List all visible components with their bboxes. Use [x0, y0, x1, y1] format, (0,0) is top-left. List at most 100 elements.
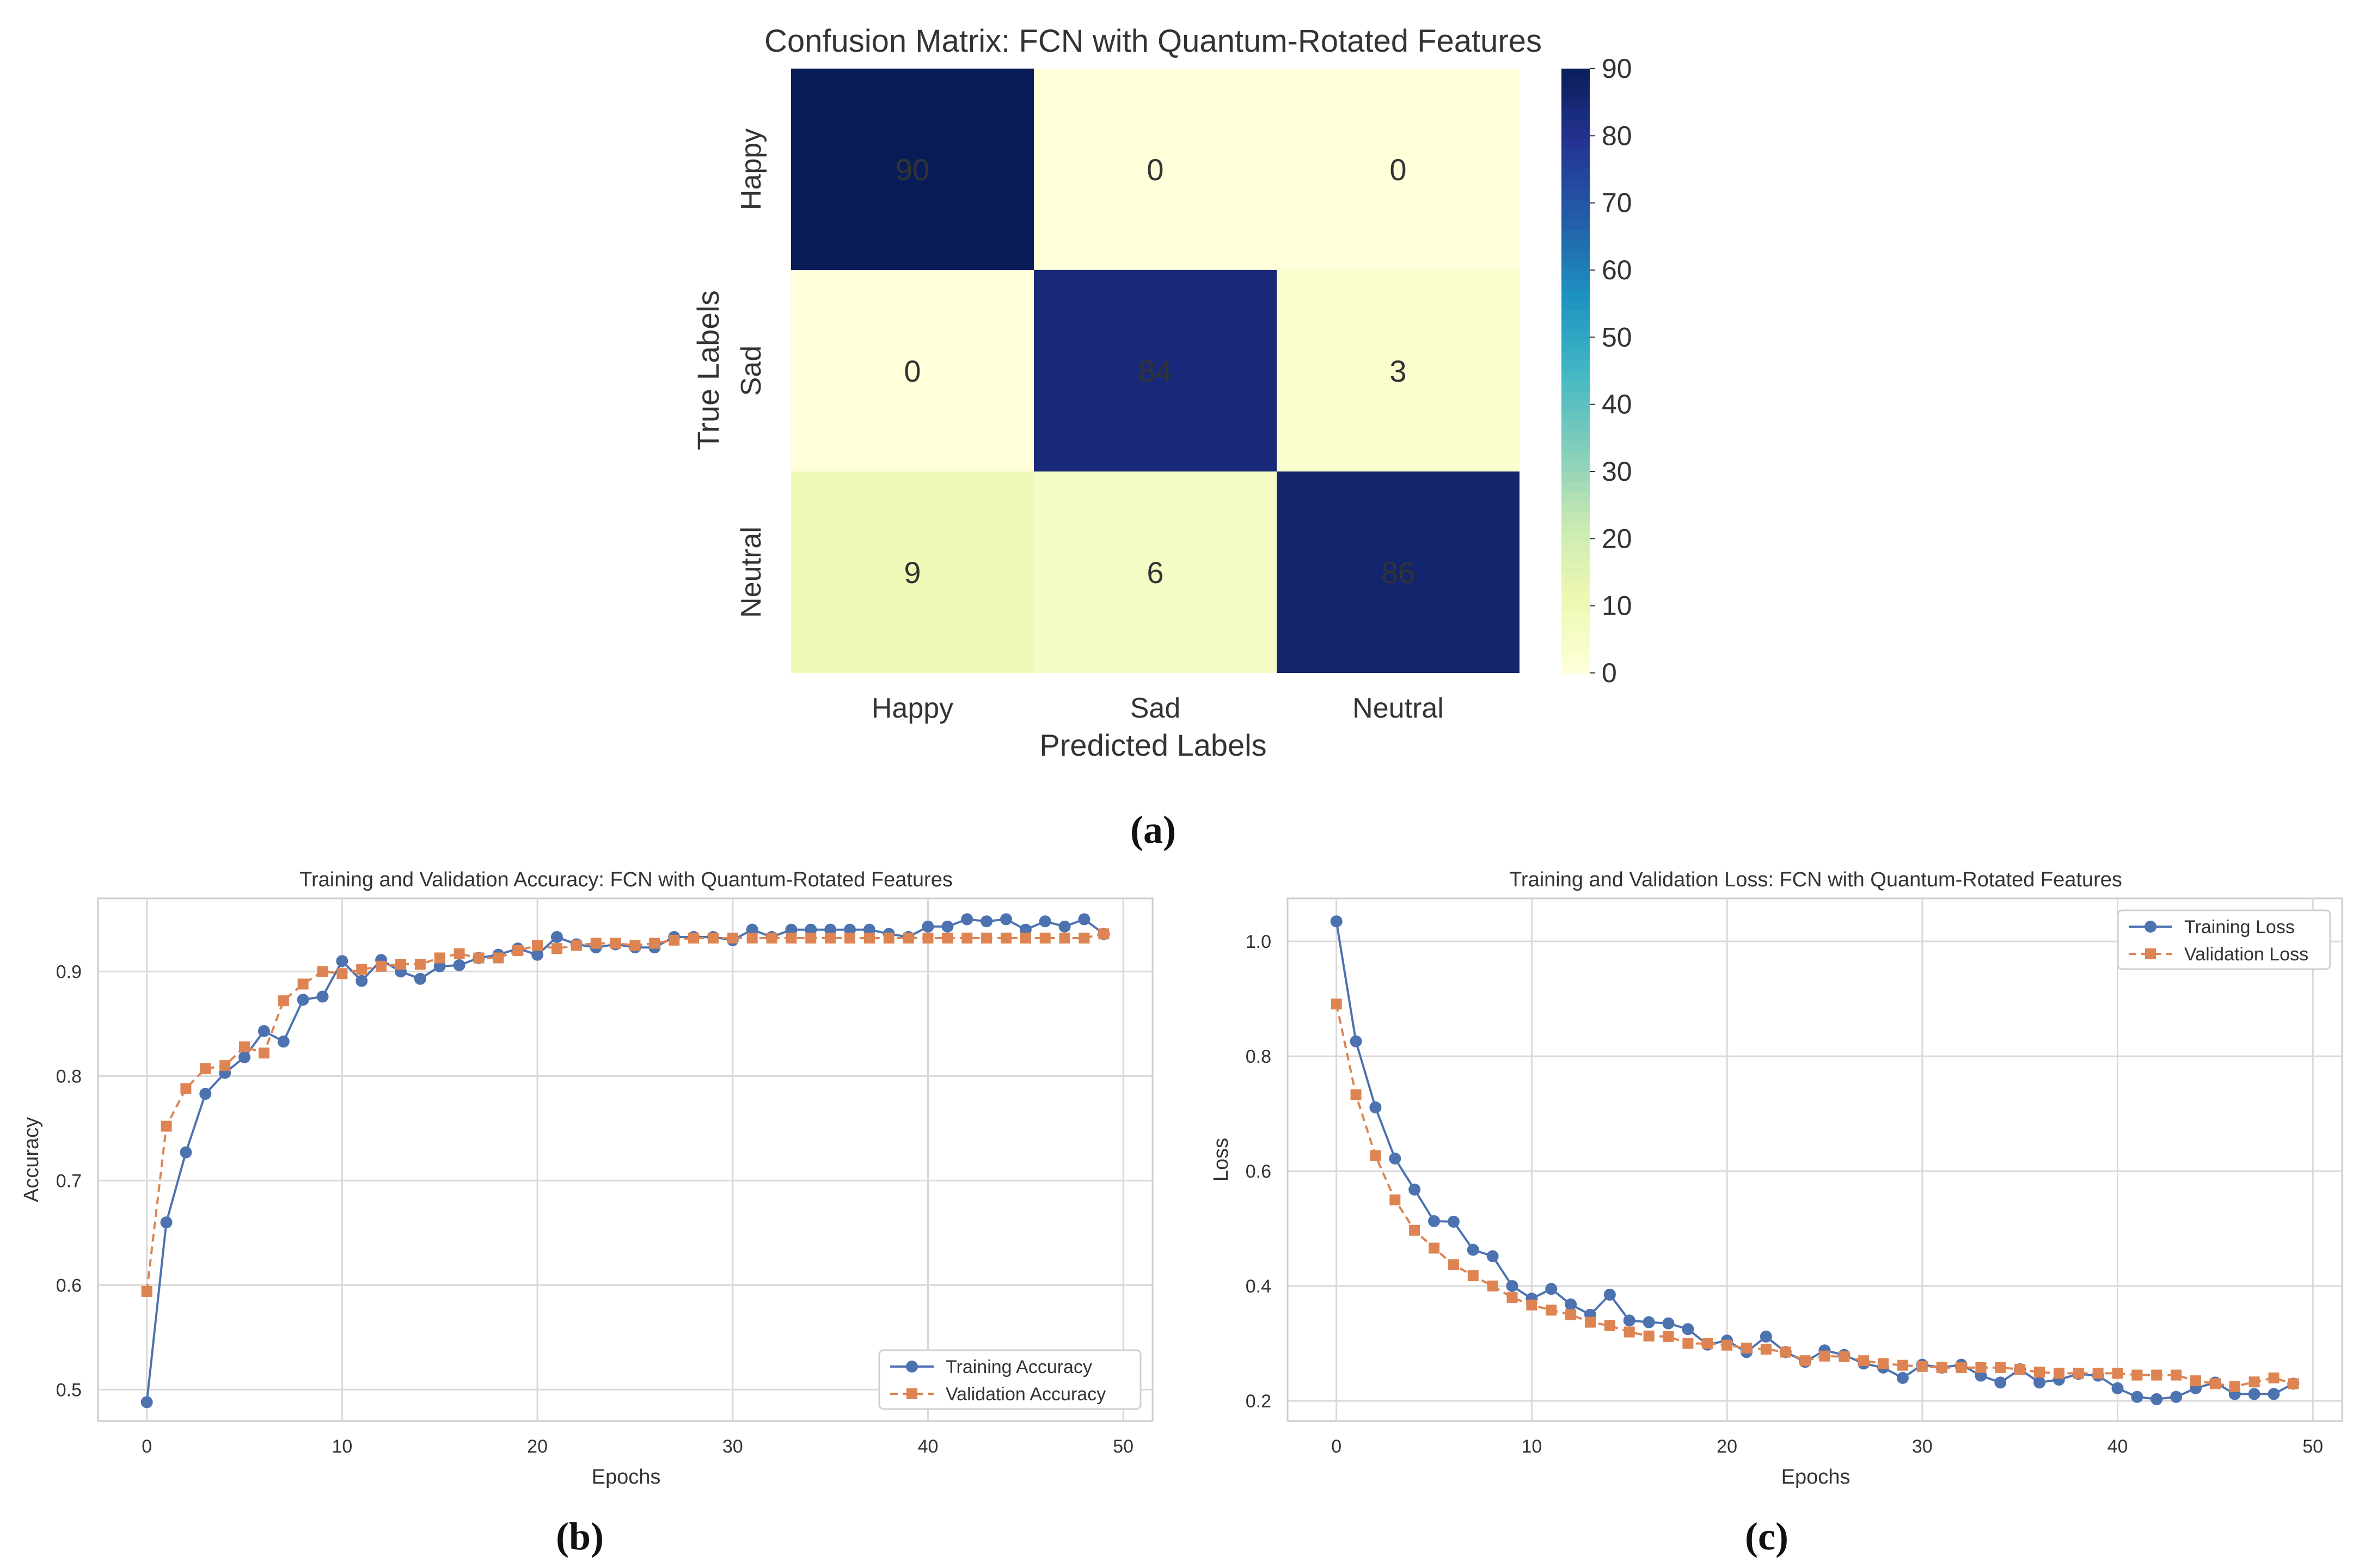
colorbar-segment [1561, 260, 1590, 271]
x-tick-label: 0 [1331, 1436, 1341, 1457]
heatmap-cell [1034, 471, 1277, 673]
validation-point [1663, 1331, 1674, 1342]
validation-point [180, 1083, 192, 1094]
validation-point [2131, 1369, 2143, 1381]
validation-point [610, 938, 621, 949]
accuracy-chart-panel: Training and Validation Accuracy: FCN wi… [20, 868, 1154, 1558]
heatmap-cell-value: 90 [896, 152, 929, 187]
validation-point [141, 1285, 152, 1297]
validation-point [2014, 1364, 2026, 1375]
colorbar-tick-label: 0 [1602, 658, 1617, 688]
legend-label: Training Loss [2184, 917, 2295, 938]
colorbar-segment [1561, 461, 1590, 472]
colorbar-segment [1561, 391, 1590, 402]
training-point [1643, 1316, 1655, 1328]
plot-frame [1286, 897, 2343, 1422]
validation-point [649, 938, 660, 949]
colorbar-tick-label: 40 [1602, 389, 1632, 420]
colorbar-segment [1561, 642, 1590, 653]
validation-point [1858, 1355, 1870, 1367]
colorbar-segment [1561, 562, 1590, 573]
heatmap-cell-value: 0 [1147, 152, 1163, 187]
training-point [1428, 1215, 1441, 1227]
colorbar-segment [1561, 532, 1590, 543]
validation-point [2190, 1375, 2201, 1387]
heatmap-cell [1034, 270, 1277, 471]
training-point [2033, 1376, 2046, 1389]
validation-point [473, 952, 485, 964]
validation-point [1799, 1355, 1811, 1367]
validation-point [1079, 932, 1090, 944]
colorbar-segment [1561, 451, 1590, 462]
validation-point [317, 966, 328, 977]
validation-point [629, 940, 641, 951]
training-point [1506, 1280, 1518, 1293]
validation-point [1623, 1326, 1635, 1338]
training-point [2111, 1382, 2124, 1394]
validation-point [1819, 1350, 1830, 1362]
legend-training-marker [906, 1361, 918, 1373]
validation-point [2209, 1378, 2221, 1389]
x-tick-label: 40 [918, 1436, 939, 1457]
colorbar-segment [1561, 149, 1590, 160]
validation-point [707, 932, 719, 944]
validation-point [1956, 1362, 1967, 1373]
validation-point [1487, 1281, 1498, 1292]
loss-chart-panel: Training and Validation Loss: FCN with Q… [1210, 868, 2343, 1558]
validation-point [2092, 1368, 2104, 1379]
validation-point [571, 940, 582, 951]
validation-point [2073, 1368, 2084, 1379]
training-point [1760, 1330, 1772, 1343]
accuracy-xlabel: Epochs [592, 1466, 661, 1489]
training-point [1369, 1101, 1382, 1113]
training-point [2131, 1391, 2143, 1403]
validation-point [688, 932, 700, 944]
validation-point [2112, 1368, 2123, 1379]
validation-point [805, 932, 817, 944]
colorbar-segment [1561, 270, 1590, 281]
x-tick-label: 40 [2107, 1436, 2128, 1457]
validation-point [1350, 1089, 1362, 1100]
validation-point [1098, 928, 1110, 940]
validation-point [1995, 1362, 2006, 1373]
training-point [1662, 1317, 1675, 1330]
colorbar-segment [1561, 179, 1590, 190]
training-point [1565, 1298, 1577, 1310]
colorbar-segment [1561, 199, 1590, 210]
y-tick-label: 0.7 [56, 1171, 82, 1191]
heatmap-cell-value: 84 [1138, 354, 1172, 388]
validation-point [1702, 1338, 1713, 1349]
validation-point [1039, 932, 1051, 944]
colorbar-segment [1561, 441, 1590, 452]
colorbar-segment [1561, 78, 1590, 89]
validation-point [1526, 1299, 1537, 1310]
colorbar-segment [1561, 481, 1590, 492]
validation-point [590, 938, 602, 949]
heatmap-cell-value: 0 [904, 354, 921, 388]
heatmap-cell-value: 86 [1381, 555, 1415, 590]
validation-point [1839, 1351, 1850, 1362]
heatmap-cell [791, 69, 1034, 270]
heatmap-cell-value: 3 [1389, 354, 1406, 388]
x-tick-label: 0 [142, 1436, 152, 1457]
accuracy-ylabel: Accuracy [20, 1117, 43, 1202]
training-point [453, 959, 465, 971]
validation-point [219, 1060, 231, 1071]
heatmap-cell [791, 471, 1034, 673]
colorbar-segment [1561, 360, 1590, 371]
colorbar-segment [1561, 129, 1590, 140]
heatmap-cells: 90 0 0 0 84 3 9 6 86 [791, 69, 1520, 673]
x-tick-label: 30 [1912, 1436, 1933, 1457]
validation-point [766, 932, 777, 944]
training-point [1389, 1152, 1401, 1165]
training-point [238, 1051, 251, 1063]
training-point [550, 931, 563, 944]
validation-point [1448, 1259, 1459, 1271]
validation-point [414, 958, 426, 970]
heatmap-x-tick-labels: Happy Sad Neutral [872, 693, 1444, 724]
panel-label-b: (b) [556, 1515, 604, 1558]
training-point [1896, 1371, 1909, 1384]
validation-point [1565, 1309, 1577, 1320]
colorbar-segment [1561, 169, 1590, 180]
validation-point [454, 948, 465, 959]
